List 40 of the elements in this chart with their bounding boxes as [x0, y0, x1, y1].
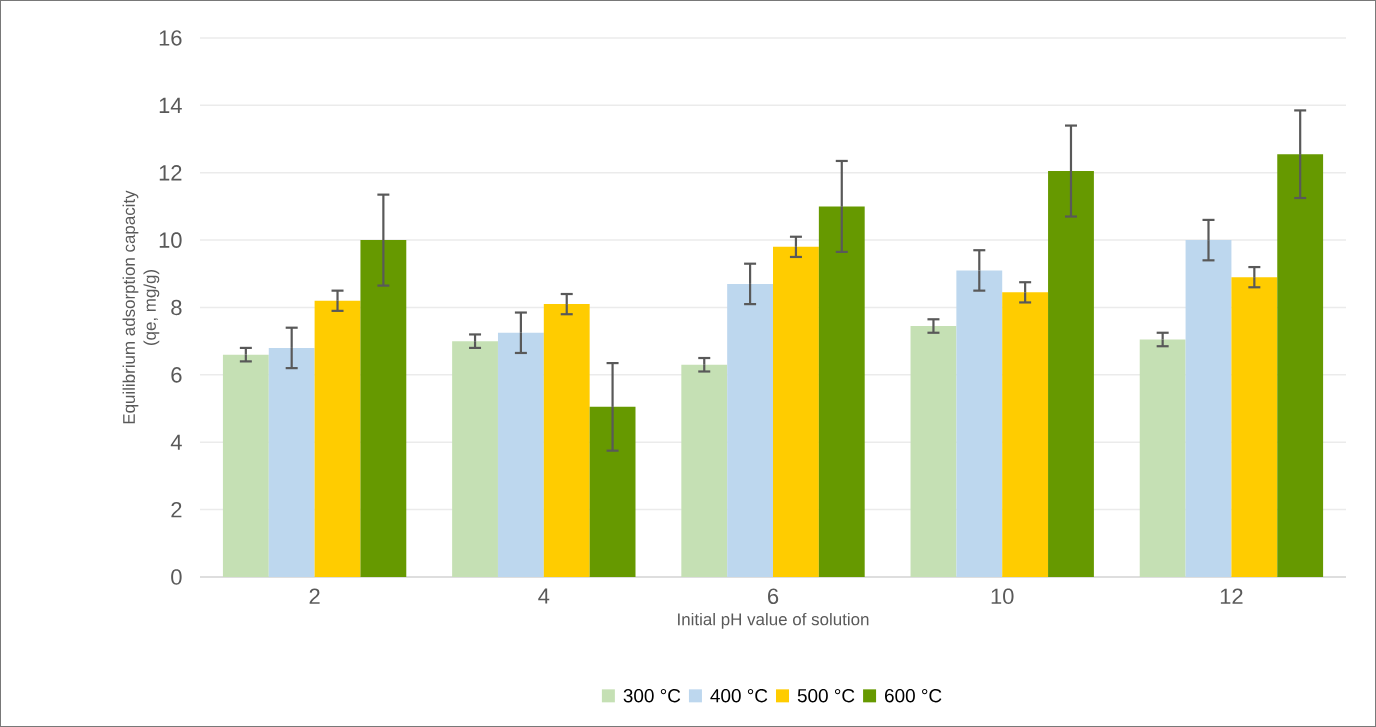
x-tick-label: 6	[768, 588, 779, 605]
bar	[773, 246, 819, 577]
bar	[1002, 292, 1049, 577]
y-tick-label: 10	[159, 232, 182, 248]
bar	[589, 406, 636, 577]
bar	[681, 364, 728, 577]
y-tick-label: 0	[171, 569, 182, 585]
legend-label: 600 °C	[885, 688, 942, 703]
x-tick-label: 2	[309, 588, 320, 604]
bar	[222, 354, 269, 577]
y-axis-title: Equilibrium adsorption capacity (qe, mg/g)	[122, 190, 160, 424]
y-tick-label: 8	[171, 299, 182, 316]
x-tick-label: 4	[538, 588, 550, 604]
bar	[268, 347, 315, 577]
x-axis-title: Initial pH value of solution	[678, 612, 869, 629]
x-tick-label: 12	[1220, 588, 1243, 604]
bar	[818, 206, 865, 577]
legend-label: 500 °C	[797, 688, 855, 703]
bar	[1048, 171, 1094, 577]
bar	[314, 300, 361, 577]
y-tick-label: 6	[171, 367, 182, 383]
y-tick-label: 14	[159, 97, 182, 113]
y-tick-label: 16	[159, 30, 182, 46]
bar	[1139, 339, 1186, 577]
legend-label: 400 °C	[710, 688, 768, 703]
bar	[910, 326, 957, 577]
bar	[497, 332, 544, 577]
bar	[360, 240, 407, 577]
legend-label: 300 °C	[623, 688, 681, 703]
bar	[1277, 154, 1324, 577]
y-tick-label: 4	[170, 434, 182, 450]
bar	[956, 270, 1003, 577]
y-tick-label: 12	[159, 165, 182, 181]
y-tick-label: 2	[171, 501, 182, 518]
bar	[727, 283, 774, 577]
bar	[543, 304, 590, 577]
x-tick-label: 10	[991, 588, 1014, 605]
bar	[1185, 240, 1232, 577]
bar	[452, 341, 498, 577]
bar	[1231, 277, 1278, 577]
